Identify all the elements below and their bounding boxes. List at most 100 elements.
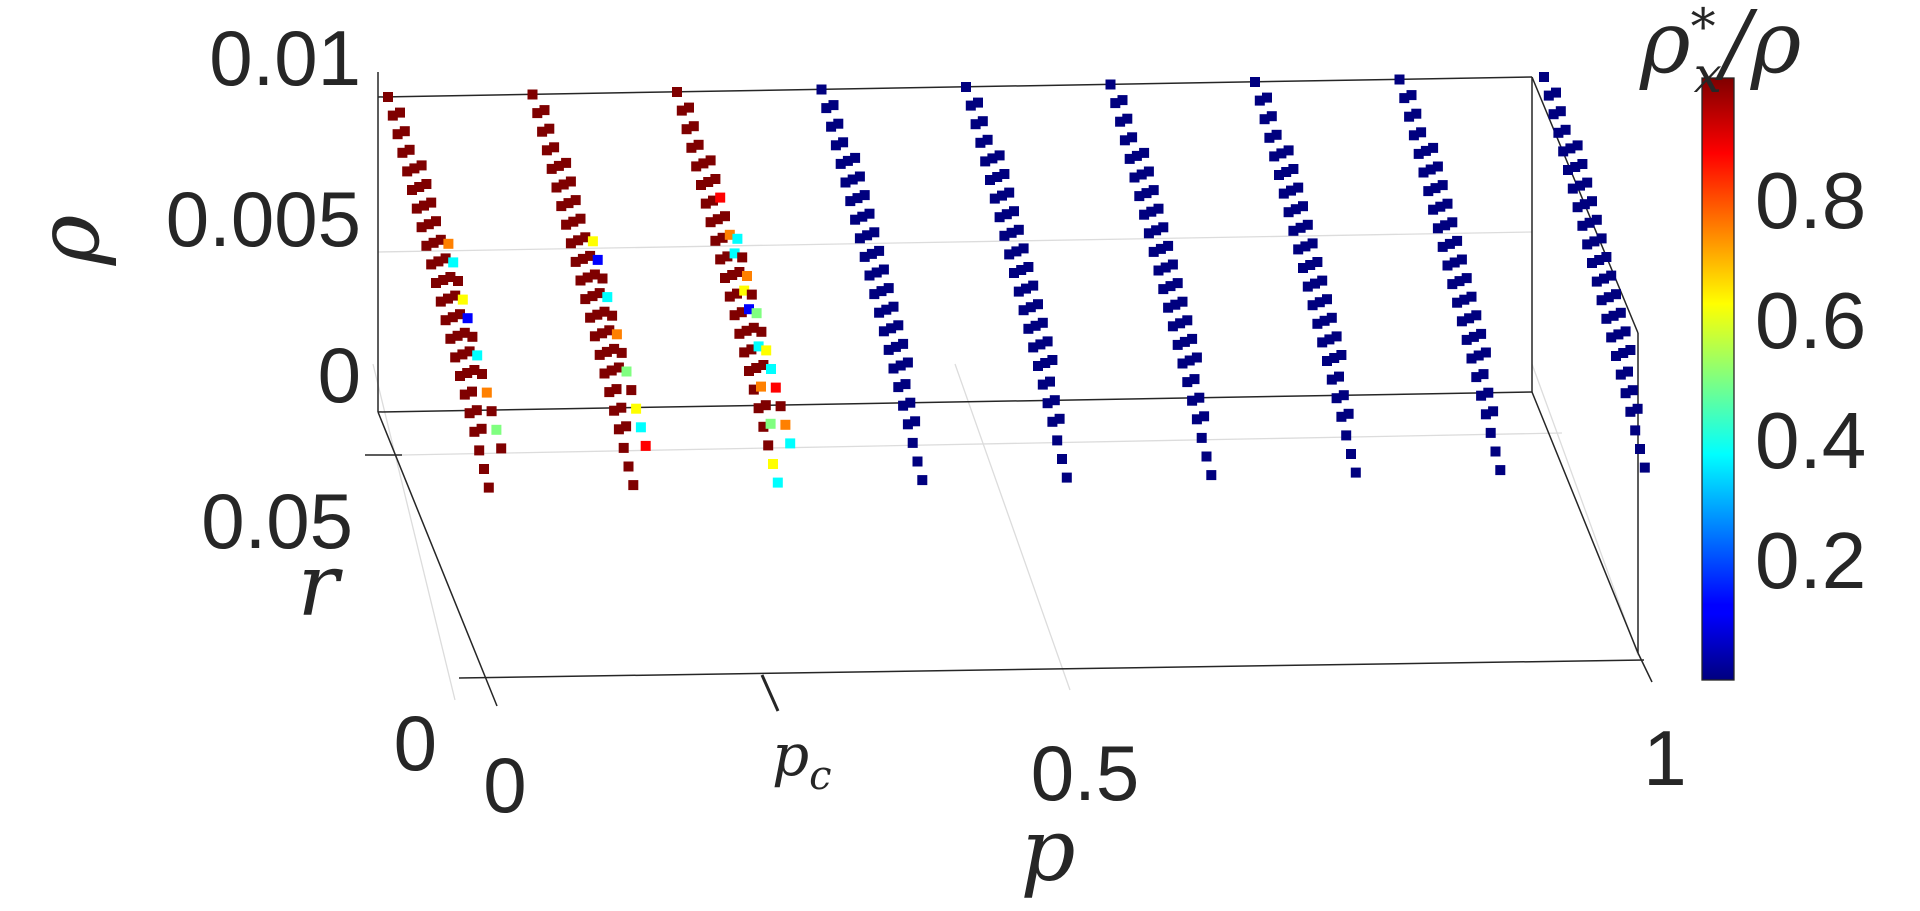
data-point — [416, 160, 427, 171]
data-point — [1300, 241, 1311, 252]
data-point — [994, 212, 1005, 223]
data-point — [1572, 140, 1583, 151]
data-point — [1596, 233, 1607, 244]
data-point — [1553, 127, 1564, 138]
data-point — [878, 326, 889, 337]
data-point — [1042, 398, 1053, 409]
data-point — [455, 309, 465, 320]
data-point — [1047, 416, 1058, 427]
data-point — [982, 134, 993, 145]
data-point — [551, 182, 562, 193]
data-point — [597, 328, 608, 339]
data-point — [606, 365, 617, 376]
data-point — [447, 312, 458, 323]
data-point — [1632, 403, 1643, 414]
data-point — [613, 362, 624, 373]
data-point — [626, 385, 637, 396]
data-point — [1625, 406, 1636, 417]
x-tick-label-1: 1 — [1643, 714, 1686, 802]
data-point — [1611, 289, 1621, 300]
data-point — [1295, 222, 1306, 233]
data-point — [1594, 255, 1605, 265]
data-point — [1611, 351, 1621, 361]
data-point — [698, 158, 709, 169]
data-point — [1018, 305, 1029, 316]
data-point — [1175, 318, 1186, 329]
data-point — [1028, 280, 1039, 291]
data-point — [1336, 350, 1347, 360]
data-point — [1473, 350, 1484, 361]
data-point — [1543, 90, 1554, 101]
data-point — [568, 216, 579, 227]
data-point — [1428, 142, 1439, 153]
data-point — [1570, 162, 1581, 172]
data-point — [1432, 223, 1443, 234]
data-point — [428, 237, 439, 248]
data-point — [474, 445, 485, 456]
data-point — [1466, 291, 1477, 302]
data-point — [763, 440, 774, 451]
data-point — [616, 347, 627, 358]
data-point — [601, 346, 612, 357]
data-point — [433, 256, 444, 267]
data-point — [912, 456, 923, 467]
data-point — [1490, 446, 1501, 457]
data-point — [1584, 217, 1595, 228]
data-point — [840, 177, 851, 188]
data-point — [1623, 366, 1633, 377]
data-point — [761, 345, 772, 356]
data-point — [710, 235, 721, 246]
data-point — [693, 139, 704, 150]
data-point — [469, 365, 480, 375]
data-point — [1131, 150, 1142, 161]
data-point — [565, 176, 576, 187]
data-point — [1290, 204, 1301, 215]
data-point — [1151, 225, 1162, 236]
y-tick-label-0: 0 — [394, 699, 437, 787]
data-point — [696, 180, 706, 190]
data-point — [1606, 332, 1617, 343]
data-point — [1317, 337, 1328, 348]
data-point — [421, 240, 432, 251]
data-point — [1606, 270, 1617, 281]
data-point — [997, 190, 1007, 201]
data-point — [621, 366, 632, 377]
x-tick-label-0.5: 0.5 — [1031, 729, 1139, 817]
data-point — [850, 214, 861, 225]
data-point — [1329, 353, 1340, 363]
data-point — [1411, 108, 1422, 119]
data-point — [457, 349, 468, 360]
data-point — [765, 418, 776, 429]
data-point — [751, 308, 762, 319]
data-point — [1127, 132, 1138, 143]
data-point — [580, 232, 591, 243]
data-point — [575, 275, 586, 286]
data-point — [1456, 316, 1467, 327]
data-point — [445, 333, 456, 344]
data-point — [729, 248, 740, 259]
data-point — [563, 198, 574, 209]
colorbar-tick-0.4: 0.4 — [1755, 396, 1866, 485]
data-point — [435, 234, 446, 245]
z-axis-label: ρ — [19, 215, 119, 267]
data-point — [712, 214, 723, 225]
data-point — [1322, 356, 1332, 366]
data-point — [878, 264, 889, 275]
data-point — [1274, 170, 1284, 180]
data-point — [1264, 132, 1275, 143]
data-point — [1163, 302, 1174, 313]
data-point — [1350, 467, 1361, 478]
data-point — [1201, 451, 1212, 462]
data-point — [1187, 333, 1198, 344]
data-point — [556, 201, 567, 212]
data-point — [1444, 238, 1455, 249]
z-tick-label-0: 0 — [318, 331, 361, 419]
data-point — [1054, 413, 1065, 424]
data-point — [481, 387, 492, 398]
data-point — [1579, 199, 1590, 210]
data-point — [1575, 180, 1585, 191]
data-point — [1009, 268, 1019, 278]
data-point — [565, 238, 576, 249]
data-point — [1577, 220, 1588, 231]
data-point — [1262, 92, 1272, 103]
